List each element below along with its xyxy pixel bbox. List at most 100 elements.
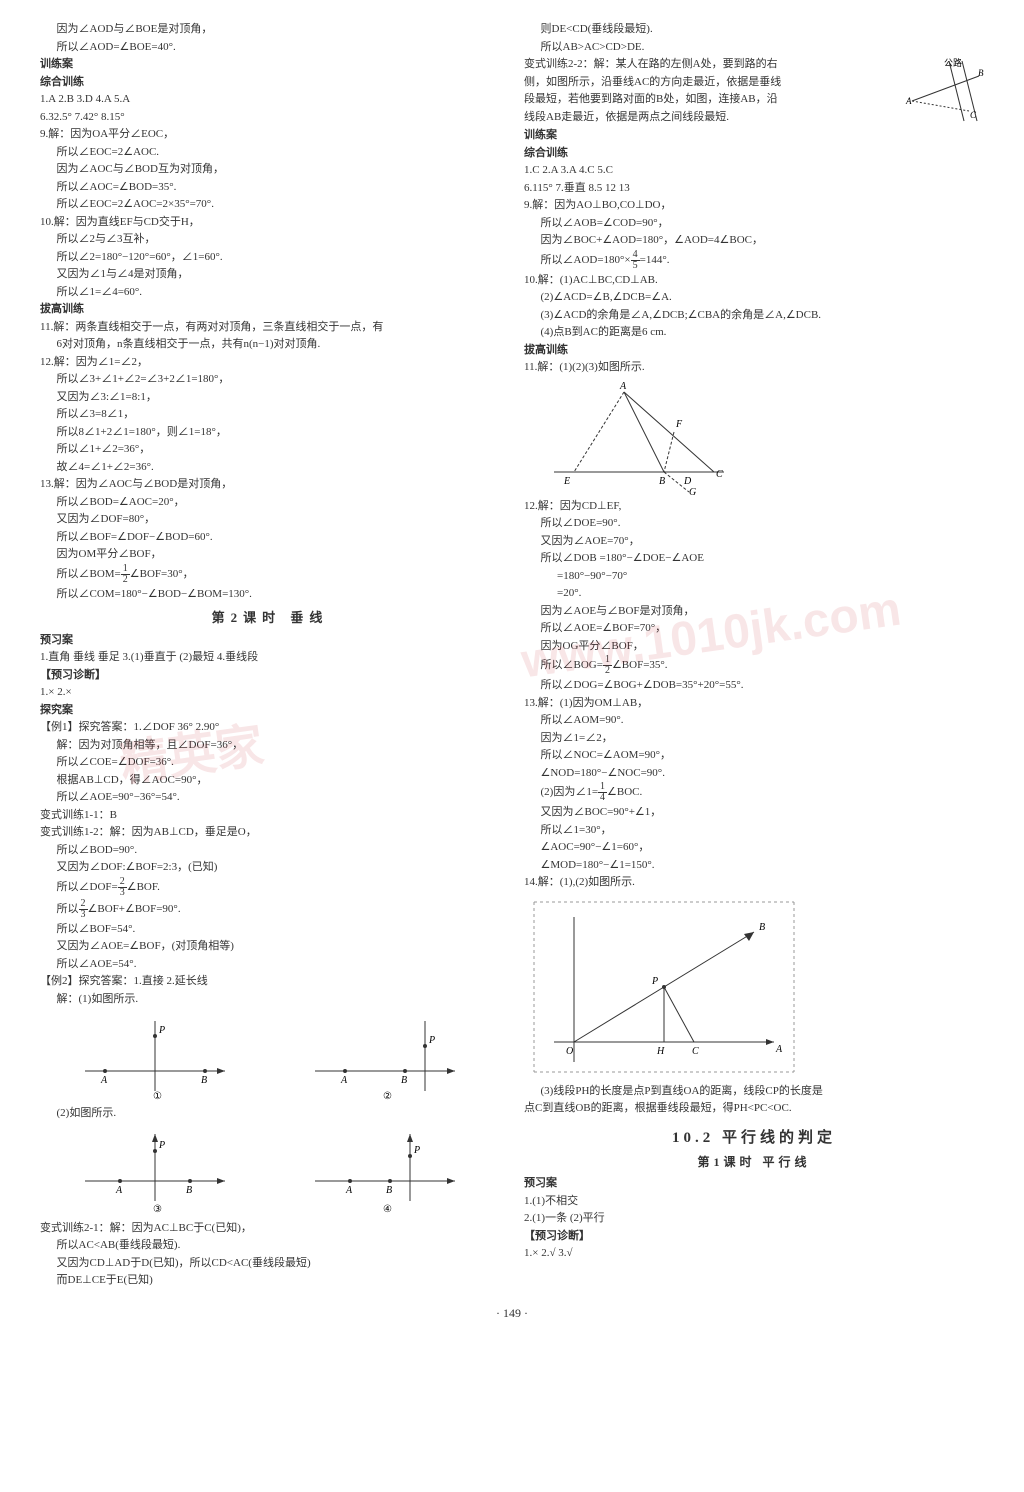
text-line: (2)因为∠1=14∠BOC. <box>524 782 984 803</box>
text-line: 1.直角 垂线 垂足 3.(1)垂直于 (2)最短 4.垂线段 <box>40 649 500 666</box>
text-line: 1.C 2.A 3.A 4.C 5.C <box>524 162 984 179</box>
text-line: 所以∠NOC=∠AOM=90°， <box>524 747 984 764</box>
text-span: (2)因为∠1= <box>541 786 599 798</box>
text-line: 所以∠BOF=54°. <box>40 921 500 938</box>
svg-text:A: A <box>905 96 912 106</box>
text-line: 6.115° 7.垂直 8.5 12 13 <box>524 180 984 197</box>
svg-text:A: A <box>340 1075 348 1086</box>
fraction: 14 <box>598 782 607 803</box>
text-line: 1.(1)不相交 <box>524 1193 984 1210</box>
text-line: 所以∠AOE=54°. <box>40 956 500 973</box>
text-line: 变式训练1-1：B <box>40 807 500 824</box>
svg-text:E: E <box>563 476 570 487</box>
text-line: 所以∠DOG=∠BOG+∠DOB=35°+20°=55°. <box>524 677 984 694</box>
text-line: 又因为∠3:∠1=8:1， <box>40 389 500 406</box>
text-line: 6对对顶角，n条直线相交于一点，共有n(n−1)对对顶角. <box>40 336 500 353</box>
text-line: (3)∠ACD的余角是∠A,∠DCB;∠CBA的余角是∠A,∠DCB. <box>524 307 984 324</box>
text-line: 所以∠1=∠4=60°. <box>40 284 500 301</box>
text-line: 9.解：因为OA平分∠EOC， <box>40 126 500 143</box>
text-line: 14.解：(1),(2)如图所示. <box>524 874 984 891</box>
text-line: 所以∠AOE=∠BOF=70°， <box>524 620 984 637</box>
text-line: 所以∠DOF=23∠BOF. <box>40 877 500 898</box>
text-line: =20°. <box>524 585 984 602</box>
text-line: 所以∠AOC=∠BOD=35°. <box>40 179 500 196</box>
geometry-figure-3: P A B ③ <box>65 1126 245 1216</box>
text-span: 所以∠AOD=180°× <box>541 254 631 266</box>
text-line: 9.解：因为AO⊥BO,CO⊥DO， <box>524 197 984 214</box>
text-line: 11.解：两条直线相交于一点，有两对对顶角，三条直线相交于一点，有 <box>40 319 500 336</box>
text-line: 10.解：因为直线EF与CD交于H， <box>40 214 500 231</box>
fraction: 23 <box>79 899 88 920</box>
text-span: ∠BOF=35°. <box>612 659 668 671</box>
text-line: 所以∠BOM=12∠BOF=30°， <box>40 564 500 585</box>
section-title: 第2课时 垂线 <box>40 608 500 628</box>
text-line: 10.解：(1)AC⊥BC,CD⊥AB. <box>524 272 984 289</box>
svg-text:O: O <box>566 1046 573 1057</box>
heading: 训练案 <box>524 127 984 144</box>
heading: 【预习诊断】 <box>524 1228 984 1245</box>
text-line: 点C到直线OB的距离，根据垂线段最短，得PH<PC<OC. <box>524 1100 984 1117</box>
text-line: 所以∠BOD=90°. <box>40 842 500 859</box>
text-line: (2)如图所示. <box>40 1105 500 1122</box>
svg-text:A: A <box>115 1185 123 1196</box>
text-line: =180°−90°−70° <box>524 568 984 585</box>
svg-text:B: B <box>759 922 765 933</box>
fraction: 12 <box>603 655 612 676</box>
text-line: 1.× 2.× <box>40 684 500 701</box>
right-column: 则DE<CD(垂线段最短). 所以AB>AC>CD>DE. 公路 A B C 变… <box>524 20 984 1290</box>
text-line: 变式训练2-1：解：因为AC⊥BC于C(已知)， <box>40 1220 500 1237</box>
svg-text:B: B <box>186 1185 192 1196</box>
text-line: 所以∠AOM=90°. <box>524 712 984 729</box>
text-line: 因为∠AOD与∠BOE是对顶角， <box>40 21 500 38</box>
geometry-figure-2: P A B ② <box>295 1011 475 1101</box>
text-line: 所以∠3=8∠1， <box>40 406 500 423</box>
heading: 预习案 <box>40 632 500 649</box>
text-line: 所以∠1+∠2=36°， <box>40 441 500 458</box>
fraction: 12 <box>121 564 130 585</box>
heading: 训练案 <box>40 56 500 73</box>
svg-text:B: B <box>401 1075 407 1086</box>
text-line: 所以∠3+∠1+∠2=∠3+2∠1=180°， <box>40 371 500 388</box>
text-line: 13.解：(1)因为OM⊥AB， <box>524 695 984 712</box>
text-line: 解：(1)如图所示. <box>40 991 500 1008</box>
svg-text:C: C <box>692 1046 699 1057</box>
figure-row-1: P A B ① P A B ② <box>40 1011 500 1101</box>
heading: 综合训练 <box>524 145 984 162</box>
text-span: 所以∠BOG= <box>541 659 603 671</box>
text-line: 1.A 2.B 3.D 4.A 5.A <box>40 91 500 108</box>
svg-text:A: A <box>345 1185 353 1196</box>
text-line: 故∠4=∠1+∠2=36°. <box>40 459 500 476</box>
svg-text:A: A <box>100 1075 108 1086</box>
text-line: 所以∠BOD=∠AOC=20°， <box>40 494 500 511</box>
figure-14: B A O P H C <box>524 892 984 1082</box>
text-line: 因为∠1=∠2， <box>524 730 984 747</box>
text-line: 所以23∠BOF+∠BOF=90°. <box>40 899 500 920</box>
text-line: 因为∠AOC与∠BOD互为对顶角， <box>40 161 500 178</box>
heading: 探究案 <box>40 702 500 719</box>
text-span: =144°. <box>640 254 670 266</box>
text-span: ∠BOC. <box>607 786 642 798</box>
text-line: 又因为∠DOF:∠BOF=2:3，(已知) <box>40 859 500 876</box>
svg-text:F: F <box>675 419 683 430</box>
svg-text:②: ② <box>383 1091 392 1101</box>
svg-text:B: B <box>201 1075 207 1086</box>
text-line: 所以∠COE=∠DOF=36°. <box>40 754 500 771</box>
text-line: 而DE⊥CE于E(已知) <box>40 1272 500 1289</box>
figure-row-2: P A B ③ P A B ④ <box>40 1126 500 1216</box>
geometry-figure-4: P A B ④ <box>295 1126 475 1216</box>
section-title: 10.2 平行线的判定 <box>524 1127 984 1150</box>
text-span: ∠BOF+∠BOF=90°. <box>88 903 181 915</box>
text-line: ∠NOD=180°−∠NOC=90°. <box>524 765 984 782</box>
text-line: 11.解：(1)(2)(3)如图所示. <box>524 359 984 376</box>
text-line: 又因为∠DOF=80°， <box>40 511 500 528</box>
text-line: 所以∠EOC=2∠AOC=2×35°=70°. <box>40 196 500 213</box>
text-line: 所以∠2与∠3互补， <box>40 231 500 248</box>
text-span: 所以∠BOM= <box>57 568 121 580</box>
text-line: 【例1】探究答案：1.∠DOF 36° 2.90° <box>40 719 500 736</box>
svg-text:B: B <box>659 476 665 487</box>
svg-text:公路: 公路 <box>944 57 962 68</box>
heading: 综合训练 <box>40 74 500 91</box>
text-line: (3)线段PH的长度是点P到直线OA的距离，线段CP的长度是 <box>524 1083 984 1100</box>
text-line: 则DE<CD(垂线段最短). <box>524 21 984 38</box>
text-line: 因为∠AOE与∠BOF是对顶角， <box>524 603 984 620</box>
